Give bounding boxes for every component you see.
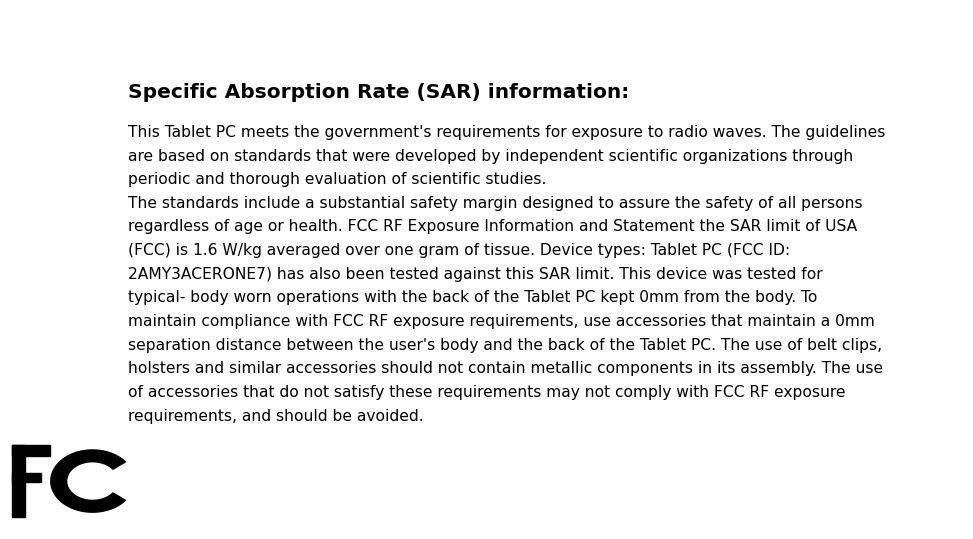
Text: separation distance between the user's body and the back of the Tablet PC. The u: separation distance between the user's b… (127, 338, 882, 353)
Text: The standards include a substantial safety margin designed to assure the safety : The standards include a substantial safe… (127, 196, 862, 211)
Text: Specific Absorption Rate (SAR) information:: Specific Absorption Rate (SAR) informati… (127, 84, 629, 102)
Bar (12, 445, 25, 517)
Text: requirements, and should be avoided.: requirements, and should be avoided. (127, 409, 423, 424)
Bar (12, 445, 50, 455)
Text: (FCC) is 1.6 W/kg averaged over one gram of tissue. Device types: Tablet PC (FCC: (FCC) is 1.6 W/kg averaged over one gram… (127, 243, 790, 258)
Polygon shape (51, 450, 126, 512)
Text: 2AMY3ACERONE7) has also been tested against this SAR limit. This device was test: 2AMY3ACERONE7) has also been tested agai… (127, 267, 822, 282)
Bar (12, 473, 41, 482)
Text: maintain compliance with FCC RF exposure requirements, use accessories that main: maintain compliance with FCC RF exposure… (127, 314, 875, 329)
Text: holsters and similar accessories should not contain metallic components in its a: holsters and similar accessories should … (127, 362, 883, 376)
Text: of accessories that do not satisfy these requirements may not comply with FCC RF: of accessories that do not satisfy these… (127, 385, 846, 400)
Text: periodic and thorough evaluation of scientific studies.: periodic and thorough evaluation of scie… (127, 172, 546, 187)
Text: regardless of age or health. FCC RF Exposure Information and Statement the SAR l: regardless of age or health. FCC RF Expo… (127, 219, 857, 234)
Text: typical- body worn operations with the back of the Tablet PC kept 0mm from the b: typical- body worn operations with the b… (127, 291, 817, 306)
Text: This Tablet PC meets the government's requirements for exposure to radio waves. : This Tablet PC meets the government's re… (127, 125, 885, 140)
Text: are based on standards that were developed by independent scientific organizatio: are based on standards that were develop… (127, 149, 853, 163)
